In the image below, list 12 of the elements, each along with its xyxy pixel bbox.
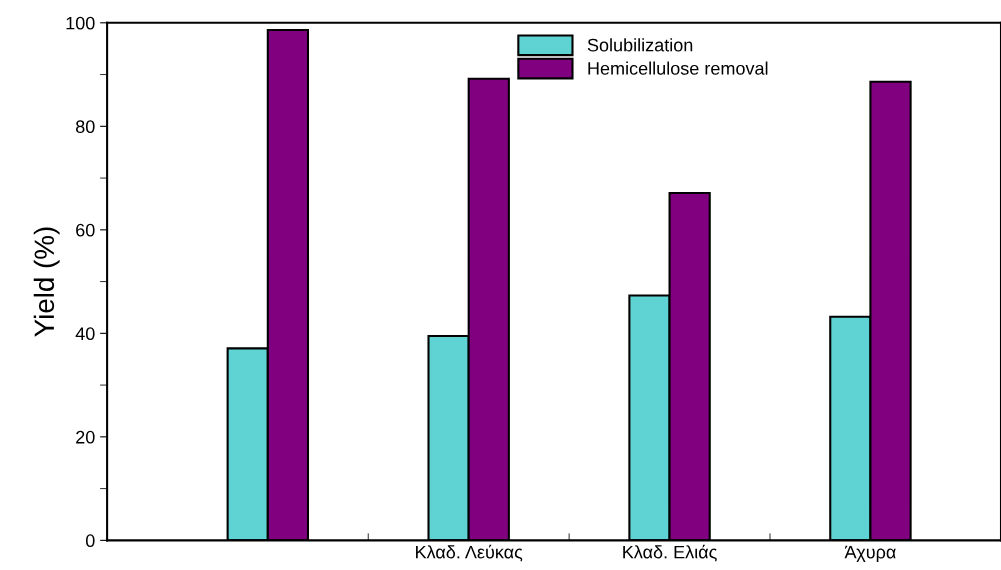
- y-tick-label: 20: [76, 430, 95, 444]
- x-tick-label: Κλαδ. Ελιάς: [623, 544, 717, 562]
- x-tick-label: Κλαδ. Λεύκας: [416, 544, 523, 562]
- legend-label: Solubilization: [587, 38, 693, 52]
- y-tick-label: 0: [85, 534, 95, 548]
- y-tick-label: 80: [76, 120, 95, 134]
- y-axis-title: Yield (%): [33, 227, 60, 337]
- y-tick-label: 40: [75, 327, 95, 341]
- y-tick-label: 60: [76, 223, 95, 237]
- x-tick-label: Άχυρα: [844, 545, 896, 563]
- y-tick-label: 100: [66, 16, 95, 30]
- legend-label: Hemicellulose removal: [588, 61, 768, 75]
